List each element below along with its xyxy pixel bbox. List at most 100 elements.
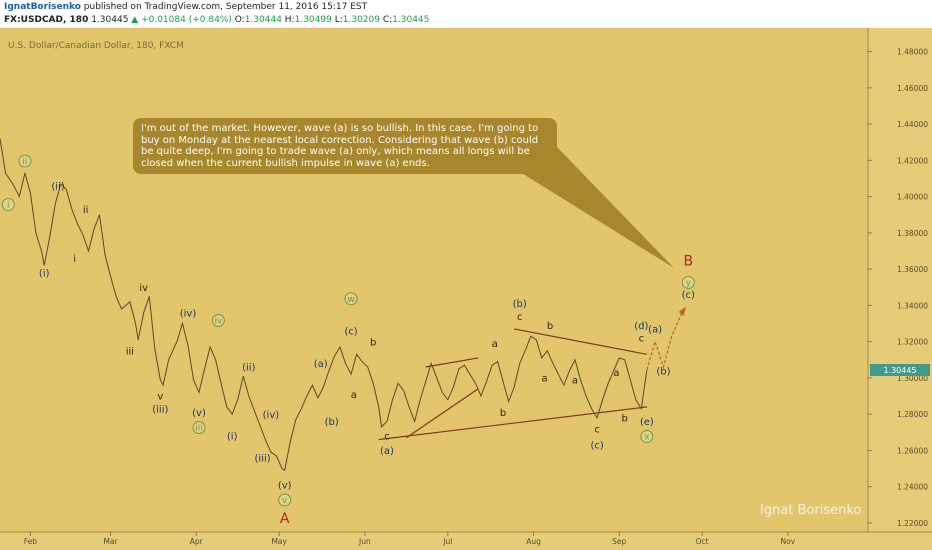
projection-arrowhead (678, 306, 686, 316)
wave-label-circle-11 (211, 314, 225, 328)
wave-label-18: (v) (278, 480, 292, 491)
y-tick-label-5: 1.38000 (897, 229, 928, 238)
projection-path (646, 306, 686, 370)
wave-label-36: c (594, 424, 600, 435)
wave-label-30: b (500, 408, 506, 419)
wave-label-9: (iii) (152, 404, 168, 415)
wave-label-47: y (686, 278, 692, 288)
y-tick-label-7: 1.34000 (897, 301, 928, 310)
chart-legend: U.S. Dollar/Canadian Dollar, 180, FXCM (8, 41, 184, 51)
close-value: 1.30445 (392, 15, 430, 25)
ohlc-header: FX:USDCAD, 180 1.30445 ▲ +0.01084 (+0.84… (4, 15, 429, 25)
wave-label-circle-13 (192, 420, 206, 434)
y-tick-label-0: 1.48000 (897, 48, 928, 57)
wave-label-1: i (7, 200, 10, 210)
wave-label-13: iii (195, 423, 203, 433)
wave-label-23: a (351, 390, 357, 401)
wave-label-26: b (370, 337, 376, 348)
high-value: 1.30499 (294, 15, 332, 25)
y-tick-label-4: 1.40000 (897, 193, 928, 202)
wave-label-12: (v) (192, 408, 206, 419)
publication-header: IgnatBorisenko published on TradingView.… (4, 2, 367, 12)
low-label: L: (334, 15, 343, 25)
wave-label-22: (b) (325, 417, 339, 428)
last-price: 1.30445 (91, 15, 129, 25)
x-tick-label-0: Feb (24, 537, 38, 546)
wave-label-circle-19 (278, 493, 292, 507)
projection-line (646, 310, 684, 370)
chart-background (0, 28, 932, 550)
wave-labels: iii(ii)(i)iiiiviiiv(iii)(iv)iv(v)iii(ii)… (1, 154, 695, 527)
price-tag-text: 1.30445 (883, 366, 916, 375)
price-change: ▲ +0.01084 (+0.84%) (131, 15, 232, 25)
wave-label-43: x (644, 433, 650, 443)
author-signature: Ignat Borisenko (760, 503, 862, 518)
wave-label-17: (iii) (255, 453, 271, 464)
trendlines (378, 328, 647, 441)
x-tick-label-6: Aug (526, 537, 541, 546)
analysis-callout: I'm out of the market. However, wave (a)… (133, 118, 557, 174)
wave-label-33: b (547, 321, 553, 332)
x-tick-label-8: Oct (696, 537, 709, 546)
close-label: C: (382, 15, 393, 25)
wave-label-11: iv (214, 317, 223, 327)
x-tick-label-7: Sep (612, 537, 626, 546)
y-tick-label-2: 1.44000 (897, 120, 928, 129)
y-tick-label-12: 1.24000 (897, 483, 928, 492)
wave-label-31: (b) (513, 299, 527, 310)
wave-label-19: v (282, 496, 288, 506)
y-tick-label-3: 1.42000 (897, 156, 928, 165)
price-tag: 1.30445 (870, 364, 930, 376)
open-label: O: (234, 15, 245, 25)
y-tick-label-13: 1.22000 (897, 519, 928, 528)
x-tick-label-4: Jun (358, 537, 371, 546)
wave-label-27: c (384, 432, 390, 443)
wave-label-20: A (280, 511, 290, 527)
x-tick-label-1: Mar (103, 537, 118, 546)
y-tick-label-6: 1.36000 (897, 265, 928, 274)
y-tick-label-9: 1.30000 (897, 374, 928, 383)
wave-label-37: (c) (590, 441, 603, 452)
wave-label-8: v (157, 392, 163, 403)
time-axis-ticks: Feb Mar Apr May Jun Jul Aug Sep Oct Nov (24, 532, 796, 546)
wave-label-circle-47 (681, 275, 695, 289)
x-tick-label-3: May (271, 537, 287, 546)
wave-label-39: b (622, 413, 628, 424)
price-line-0 (0, 138, 648, 472)
wave-label-circle-43 (640, 430, 654, 444)
author-link[interactable]: IgnatBorisenko (4, 2, 81, 12)
wave-label-circle-0 (18, 154, 32, 168)
wave-label-42: (e) (640, 417, 654, 428)
wave-label-14: (ii) (242, 363, 255, 374)
high-label: H: (284, 15, 295, 25)
wave-label-21: (a) (314, 359, 328, 370)
y-tick-label-10: 1.28000 (897, 410, 928, 419)
callout-pointer (520, 146, 674, 268)
wave-label-10: (iv) (180, 308, 197, 319)
published-text: published on TradingView.com, September … (80, 2, 368, 12)
price-axis-ticks: 1.48000 1.46000 1.44000 1.42000 1.40000 1.380… (868, 48, 928, 528)
wave-label-16: (i) (227, 432, 238, 443)
wave-label-40: (d) (634, 321, 648, 332)
trendline-1 (514, 328, 647, 355)
wave-label-24: w (347, 295, 354, 305)
wave-label-28: (a) (380, 446, 394, 457)
wave-label-45: (b) (656, 366, 670, 377)
wave-label-0: ii (22, 157, 27, 167)
wave-label-6: iv (139, 283, 148, 294)
symbol-label: FX:USDCAD, 180 (4, 15, 89, 25)
open-value: 1.30444 (244, 15, 282, 25)
wave-label-circle-24 (344, 292, 358, 306)
wave-label-38: a (613, 368, 619, 379)
x-tick-label-2: Apr (190, 537, 204, 546)
price-axis-background (868, 28, 932, 532)
wave-label-4: ii (83, 205, 89, 216)
wave-label-32: c (517, 312, 523, 323)
trendline-2 (406, 388, 479, 439)
wave-label-3: (i) (39, 268, 50, 279)
wave-label-29: a (492, 339, 498, 350)
wave-label-2: (ii) (51, 181, 64, 192)
wave-label-44: (a) (648, 325, 662, 336)
price-series (0, 138, 648, 472)
